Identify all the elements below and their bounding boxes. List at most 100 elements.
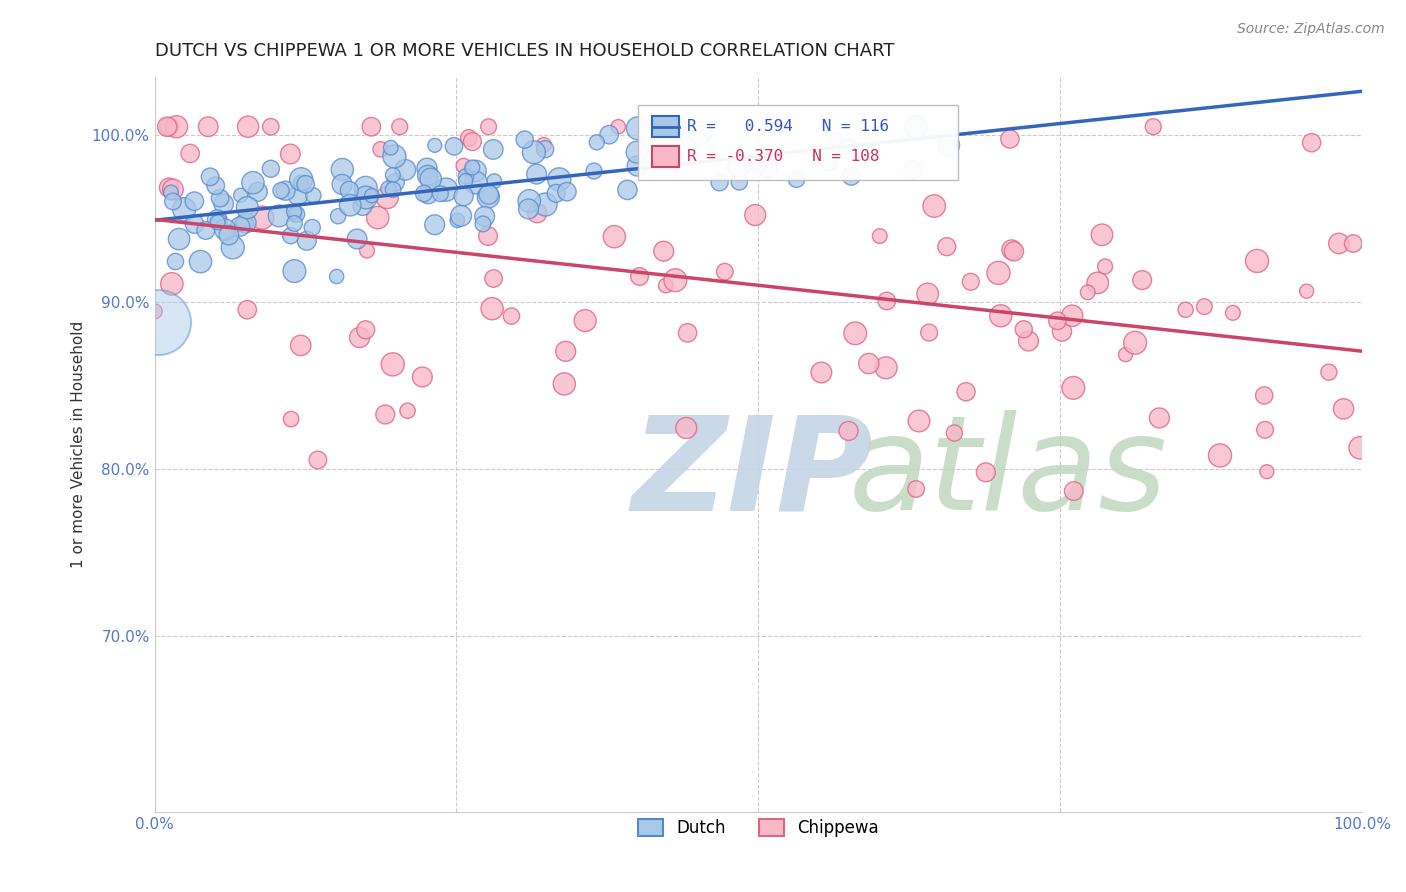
Point	[367, 211, 389, 225]
Point	[1142, 120, 1164, 134]
Point	[484, 174, 506, 188]
Point	[1301, 136, 1323, 150]
Point	[1018, 334, 1040, 348]
Point	[222, 240, 245, 254]
Point	[676, 326, 699, 340]
Point	[381, 357, 404, 371]
Point	[208, 215, 231, 229]
Point	[419, 172, 441, 186]
Point	[901, 162, 924, 177]
Point	[664, 273, 686, 287]
Point	[280, 228, 302, 243]
Point	[477, 190, 499, 204]
Point	[356, 244, 378, 258]
Point	[302, 188, 325, 202]
Point	[747, 159, 769, 173]
Point	[844, 326, 866, 341]
Point	[1012, 322, 1035, 336]
Point	[375, 190, 398, 204]
Point	[190, 254, 212, 268]
Point	[679, 132, 702, 146]
Point	[1341, 236, 1364, 251]
Point	[269, 209, 291, 223]
Point	[548, 172, 571, 186]
Point	[662, 120, 685, 134]
Point	[443, 139, 465, 153]
Point	[1348, 441, 1371, 455]
Point	[876, 293, 898, 308]
Point	[517, 194, 540, 208]
Point	[616, 183, 638, 197]
Point	[837, 142, 859, 156]
Point	[1046, 314, 1069, 328]
Point	[1091, 227, 1114, 242]
Point	[555, 185, 578, 199]
Point	[156, 120, 179, 134]
Point	[744, 208, 766, 222]
Point	[416, 169, 439, 183]
Text: R = -0.370   N = 108: R = -0.370 N = 108	[688, 149, 880, 164]
Point	[157, 120, 180, 134]
Point	[454, 174, 477, 188]
Point	[875, 360, 897, 375]
Point	[598, 128, 620, 142]
Point	[423, 138, 446, 153]
Point	[337, 183, 360, 197]
Point	[165, 254, 187, 268]
Point	[626, 145, 648, 160]
Point	[446, 213, 468, 227]
Point	[478, 187, 501, 202]
Point	[416, 161, 439, 176]
Point	[1123, 335, 1146, 350]
Point	[157, 180, 180, 194]
Point	[1317, 365, 1340, 379]
Point	[482, 271, 505, 285]
Point	[534, 142, 557, 156]
Point	[374, 408, 396, 422]
Point	[453, 159, 475, 173]
Point	[429, 186, 451, 201]
Point	[841, 169, 863, 184]
Point	[465, 176, 488, 190]
Point	[380, 141, 402, 155]
Point	[627, 121, 650, 136]
Point	[1174, 302, 1197, 317]
Point	[394, 162, 416, 177]
Point	[352, 199, 374, 213]
Point	[330, 178, 353, 192]
Point	[1062, 309, 1084, 323]
Point	[346, 232, 368, 246]
Point	[162, 182, 184, 196]
Point	[423, 218, 446, 232]
Point	[554, 344, 576, 359]
Point	[354, 323, 377, 337]
Point	[1194, 300, 1216, 314]
Point	[354, 190, 377, 204]
Point	[838, 424, 860, 438]
Point	[1115, 348, 1137, 362]
Point	[212, 196, 235, 211]
Point	[472, 217, 495, 231]
Point	[652, 244, 675, 259]
Point	[546, 186, 568, 201]
Point	[236, 302, 259, 317]
Point	[194, 223, 217, 237]
Point	[513, 132, 536, 146]
Point	[370, 142, 392, 156]
Point	[173, 202, 195, 217]
Point	[280, 412, 302, 426]
Point	[917, 287, 939, 301]
Point	[270, 184, 292, 198]
Point	[325, 269, 347, 284]
Point	[280, 147, 302, 161]
Point	[283, 264, 305, 278]
Point	[1246, 254, 1268, 268]
Point	[626, 159, 648, 173]
Point	[1062, 381, 1084, 395]
Point	[1254, 423, 1277, 437]
Point	[198, 169, 221, 184]
Point	[260, 120, 283, 134]
Point	[553, 376, 575, 391]
Point	[260, 161, 283, 176]
Point	[274, 184, 297, 198]
